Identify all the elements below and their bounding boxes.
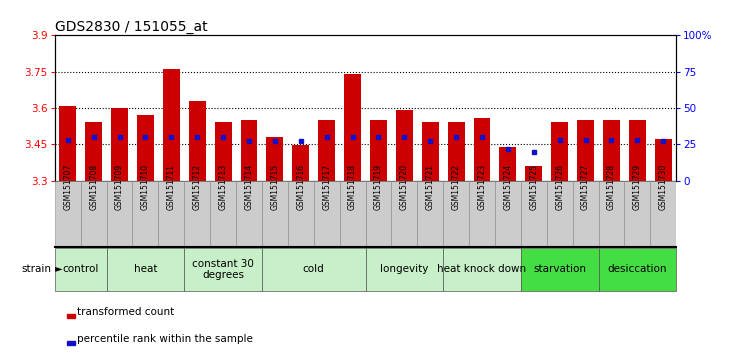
Text: ►: ►: [52, 264, 63, 274]
FancyBboxPatch shape: [366, 181, 391, 246]
FancyBboxPatch shape: [443, 181, 469, 246]
FancyBboxPatch shape: [417, 181, 443, 246]
FancyBboxPatch shape: [107, 181, 132, 246]
FancyBboxPatch shape: [80, 181, 107, 246]
Text: GSM151709: GSM151709: [115, 164, 124, 210]
FancyBboxPatch shape: [547, 181, 572, 246]
Text: GSM151726: GSM151726: [555, 164, 564, 210]
Bar: [292, 145, 309, 181]
FancyBboxPatch shape: [624, 181, 651, 246]
Bar: [59, 105, 76, 181]
Text: GSM151728: GSM151728: [607, 164, 616, 210]
Text: GSM151719: GSM151719: [374, 164, 383, 210]
Text: GSM151710: GSM151710: [141, 164, 150, 210]
FancyBboxPatch shape: [599, 248, 676, 291]
Text: cold: cold: [303, 264, 325, 274]
Text: longevity: longevity: [380, 264, 428, 274]
Bar: [189, 101, 205, 181]
Bar: [551, 122, 568, 181]
Text: GSM151712: GSM151712: [193, 164, 202, 210]
Bar: [215, 122, 232, 181]
Bar: [67, 341, 75, 345]
Bar: [240, 120, 257, 181]
Bar: [629, 120, 645, 181]
Text: GSM151729: GSM151729: [633, 164, 642, 210]
FancyBboxPatch shape: [236, 181, 262, 246]
Text: GDS2830 / 151055_at: GDS2830 / 151055_at: [55, 21, 208, 34]
Text: transformed count: transformed count: [77, 307, 174, 317]
Text: GSM151716: GSM151716: [296, 164, 306, 210]
FancyBboxPatch shape: [288, 181, 314, 246]
FancyBboxPatch shape: [262, 181, 288, 246]
Text: GSM151723: GSM151723: [477, 164, 487, 210]
Bar: [422, 122, 439, 181]
FancyBboxPatch shape: [55, 248, 107, 291]
Bar: [67, 314, 75, 318]
FancyBboxPatch shape: [469, 181, 495, 246]
Bar: [267, 137, 284, 181]
FancyBboxPatch shape: [366, 248, 443, 291]
Text: GSM151711: GSM151711: [167, 164, 176, 210]
FancyBboxPatch shape: [572, 181, 599, 246]
Bar: [163, 69, 180, 181]
FancyBboxPatch shape: [651, 181, 676, 246]
FancyBboxPatch shape: [521, 248, 599, 291]
Text: GSM151715: GSM151715: [270, 164, 279, 210]
Text: control: control: [63, 264, 99, 274]
FancyBboxPatch shape: [211, 181, 236, 246]
Text: percentile rank within the sample: percentile rank within the sample: [77, 334, 253, 344]
Bar: [370, 120, 387, 181]
Bar: [526, 166, 542, 181]
Bar: [396, 110, 413, 181]
Text: GSM151730: GSM151730: [659, 164, 667, 210]
FancyBboxPatch shape: [340, 181, 366, 246]
Text: GSM151707: GSM151707: [64, 164, 72, 210]
FancyBboxPatch shape: [159, 181, 184, 246]
FancyBboxPatch shape: [314, 181, 340, 246]
Text: constant 30
degrees: constant 30 degrees: [192, 258, 254, 280]
Text: GSM151718: GSM151718: [348, 164, 357, 210]
Text: GSM151724: GSM151724: [504, 164, 512, 210]
Bar: [474, 118, 491, 181]
Text: GSM151722: GSM151722: [452, 164, 461, 210]
Text: GSM151714: GSM151714: [244, 164, 254, 210]
FancyBboxPatch shape: [521, 181, 547, 246]
Text: GSM151727: GSM151727: [581, 164, 590, 210]
Bar: [318, 120, 335, 181]
Text: GSM151725: GSM151725: [529, 164, 538, 210]
FancyBboxPatch shape: [184, 181, 211, 246]
Text: heat knock down: heat knock down: [437, 264, 526, 274]
FancyBboxPatch shape: [55, 181, 80, 246]
Text: strain: strain: [21, 264, 51, 274]
Text: GSM151720: GSM151720: [400, 164, 409, 210]
Text: GSM151721: GSM151721: [425, 164, 435, 210]
FancyBboxPatch shape: [391, 181, 417, 246]
Text: GSM151708: GSM151708: [89, 164, 98, 210]
Bar: [137, 115, 154, 181]
Text: GSM151717: GSM151717: [322, 164, 331, 210]
FancyBboxPatch shape: [184, 248, 262, 291]
FancyBboxPatch shape: [107, 248, 184, 291]
Bar: [447, 122, 464, 181]
Bar: [603, 120, 620, 181]
FancyBboxPatch shape: [132, 181, 159, 246]
FancyBboxPatch shape: [599, 181, 624, 246]
Bar: [577, 120, 594, 181]
FancyBboxPatch shape: [443, 248, 521, 291]
FancyBboxPatch shape: [495, 181, 521, 246]
Text: GSM151713: GSM151713: [219, 164, 227, 210]
Text: desiccation: desiccation: [607, 264, 667, 274]
Text: starvation: starvation: [533, 264, 586, 274]
Bar: [86, 122, 102, 181]
Bar: [655, 139, 672, 181]
Bar: [344, 74, 361, 181]
Bar: [111, 108, 128, 181]
Bar: [499, 147, 516, 181]
FancyBboxPatch shape: [262, 248, 366, 291]
Text: heat: heat: [134, 264, 157, 274]
